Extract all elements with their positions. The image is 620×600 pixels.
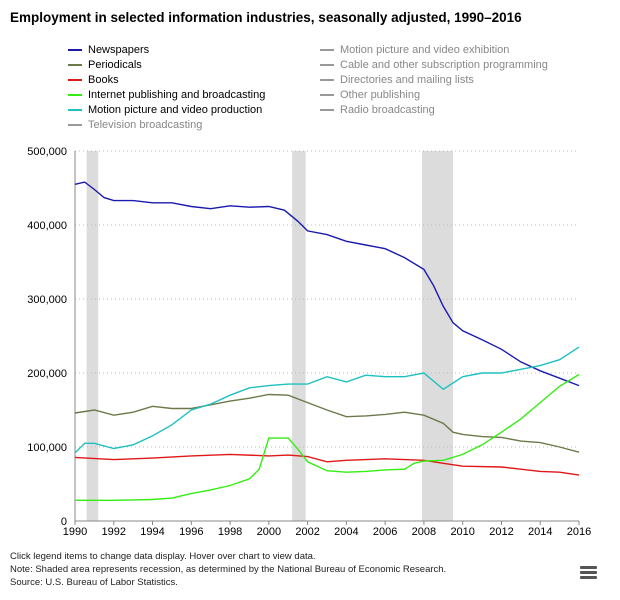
recession-band <box>86 151 99 521</box>
x-tick-label: 2004 <box>334 526 358 538</box>
legend-item[interactable]: Books <box>68 72 265 87</box>
y-tick-label: 300,000 <box>27 294 67 306</box>
legend-label: Books <box>88 73 119 86</box>
legend-column-1: Newspapers Periodicals Books Internet publi… <box>68 42 265 132</box>
recession-band <box>421 151 453 521</box>
x-tick-label: 1990 <box>63 526 87 538</box>
legend-label: Internet publishing and broadcasting <box>88 88 266 101</box>
legend-swatch <box>68 78 82 81</box>
legend-swatch <box>320 63 334 66</box>
legend-swatch <box>320 78 334 81</box>
legend-label: Motion picture and video exhibition <box>340 43 510 56</box>
x-tick-label: 2016 <box>567 526 591 538</box>
series-line-books <box>74 453 580 476</box>
x-tick-label: 2000 <box>257 526 281 538</box>
x-tick-label: 2002 <box>295 526 319 538</box>
legend-item[interactable]: Motion picture and video exhibition <box>320 42 548 57</box>
y-tick-label: 400,000 <box>27 220 67 232</box>
legend-swatch <box>320 93 334 96</box>
legend-item[interactable]: Periodicals <box>68 57 265 72</box>
legend-item[interactable]: Television broadcasting <box>68 117 265 132</box>
legend-swatch <box>68 48 82 51</box>
legend-swatch <box>68 108 82 111</box>
legend-swatch <box>68 93 82 96</box>
legend-item[interactable]: Motion picture and video production <box>68 102 265 117</box>
legend-item[interactable]: Newspapers <box>68 42 265 57</box>
y-tick-label: 100,000 <box>27 442 67 454</box>
chart-title: Employment in selected information indus… <box>10 10 522 25</box>
legend-column-2: Motion picture and video exhibition Cable… <box>320 42 548 117</box>
legend-label: Periodicals <box>88 58 142 71</box>
x-tick-label: 2010 <box>450 526 474 538</box>
legend-item[interactable]: Directories and mailing lists <box>320 72 548 87</box>
legend-label: Motion picture and video production <box>88 103 263 116</box>
series-line-periodicals <box>74 393 580 453</box>
hint-text: Click legend items to change data displa… <box>10 551 316 562</box>
legend-item[interactable]: Cable and other subscription programming <box>320 57 548 72</box>
x-tick-label: 2014 <box>528 526 552 538</box>
series-line-newspapers <box>74 181 580 387</box>
recession-band <box>292 151 306 521</box>
hamburger-menu-icon[interactable] <box>580 566 597 581</box>
source-text: Source: U.S. Bureau of Labor Statistics. <box>10 577 178 588</box>
x-tick-label: 1998 <box>218 526 242 538</box>
legend-label: Other publishing <box>340 88 421 101</box>
x-tick-label: 1992 <box>102 526 126 538</box>
legend-swatch <box>320 48 334 51</box>
legend-item[interactable]: Internet publishing and broadcasting <box>68 87 265 102</box>
legend-label: Newspapers <box>88 43 150 56</box>
x-tick-label: 2012 <box>489 526 513 538</box>
x-tick-label: 1994 <box>140 526 164 538</box>
legend-swatch <box>68 63 82 66</box>
legend-label: Television broadcasting <box>88 118 203 131</box>
chart-notes: Click legend items to change data displa… <box>10 550 446 589</box>
legend-swatch <box>320 108 334 111</box>
x-tick-label: 2006 <box>373 526 397 538</box>
series-line-internet-publishing-and-broadcasting <box>75 373 580 501</box>
recession-note: Note: Shaded area represents recession, … <box>10 564 447 575</box>
legend-label: Directories and mailing lists <box>340 73 474 86</box>
y-tick-label: 0 <box>61 516 67 528</box>
x-tick-label: 1996 <box>179 526 203 538</box>
legend-item[interactable]: Radio broadcasting <box>320 102 548 117</box>
legend-swatch <box>68 123 82 126</box>
x-tick-label: 2008 <box>412 526 436 538</box>
legend-item[interactable]: Other publishing <box>320 87 548 102</box>
y-tick-label: 200,000 <box>27 368 67 380</box>
series-line-motion-picture-and-video-production <box>74 346 580 454</box>
y-tick-label: 500,000 <box>27 146 67 158</box>
legend-label: Cable and other subscription programming <box>340 58 548 71</box>
legend-label: Radio broadcasting <box>340 103 435 116</box>
